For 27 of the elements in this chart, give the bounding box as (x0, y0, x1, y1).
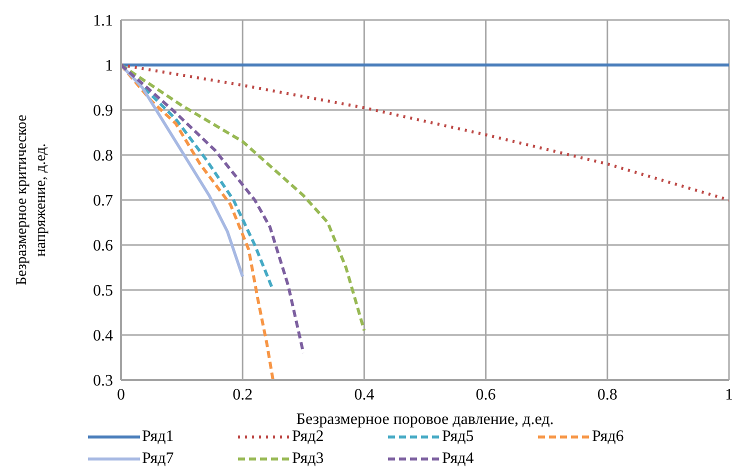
x-tick-label: 0.8 (597, 386, 618, 404)
legend-label: Ряд4 (442, 450, 474, 468)
line-series (121, 64, 729, 202)
legend-label: Ряд7 (142, 450, 174, 468)
y-tick-label: 1 (105, 58, 113, 75)
x-tick-label: 0.2 (232, 386, 253, 404)
y-tick-label: 0.4 (93, 328, 113, 345)
line-series (121, 64, 305, 354)
y-tick-label: 0.7 (93, 192, 113, 210)
legend-label: Ряд3 (292, 450, 324, 468)
x-tick-label: 0.6 (476, 386, 496, 404)
y-tick-label: 0.5 (93, 282, 113, 300)
y-axis-title: Безразмерное критическое напряжение, д.ед. (14, 114, 49, 286)
x-tick-label: 1 (725, 386, 733, 404)
x-tick-label: 0.4 (354, 386, 374, 404)
legend-label: Ряд5 (442, 428, 474, 446)
legend-label: Ряд2 (292, 428, 324, 446)
y-tick-label: 0.8 (93, 148, 113, 165)
y-tick-label: 0.3 (93, 372, 113, 390)
y-tick-label: 0.9 (93, 102, 113, 120)
line-series (121, 64, 366, 332)
y-tick-label: 0.6 (93, 238, 113, 255)
legend-label: Ряд6 (592, 428, 624, 446)
y-tick-label: 1.1 (93, 12, 113, 30)
x-tick-label: 0 (117, 386, 125, 404)
legend-label: Ряд1 (142, 428, 174, 446)
x-axis-title: Безразмерное поровое давление, д.ед. (296, 411, 554, 428)
